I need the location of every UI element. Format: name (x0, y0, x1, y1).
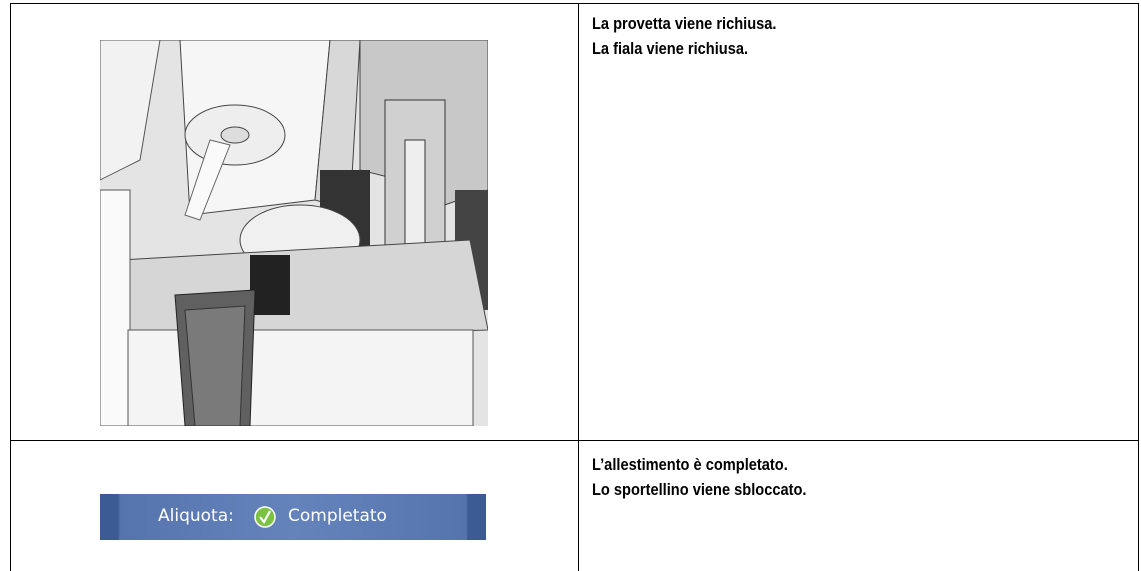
row-divider (10, 440, 1139, 441)
table-border (10, 3, 11, 571)
row-text: La fiala viene richiusa. (592, 39, 749, 58)
check-icon (254, 506, 276, 528)
device-illustration (100, 40, 488, 426)
status-value: Completato (288, 506, 387, 526)
table-border (1138, 3, 1139, 571)
status-bar: Aliquota: Completato (100, 494, 486, 540)
status-label: Aliquota: (158, 506, 234, 526)
row-text: L’allestimento è completato. (592, 455, 788, 474)
row-text: La provetta viene richiusa. (592, 14, 777, 33)
column-divider (578, 3, 579, 571)
table-border (10, 3, 1139, 4)
row-text: Lo sportellino viene sbloccato. (592, 480, 807, 499)
